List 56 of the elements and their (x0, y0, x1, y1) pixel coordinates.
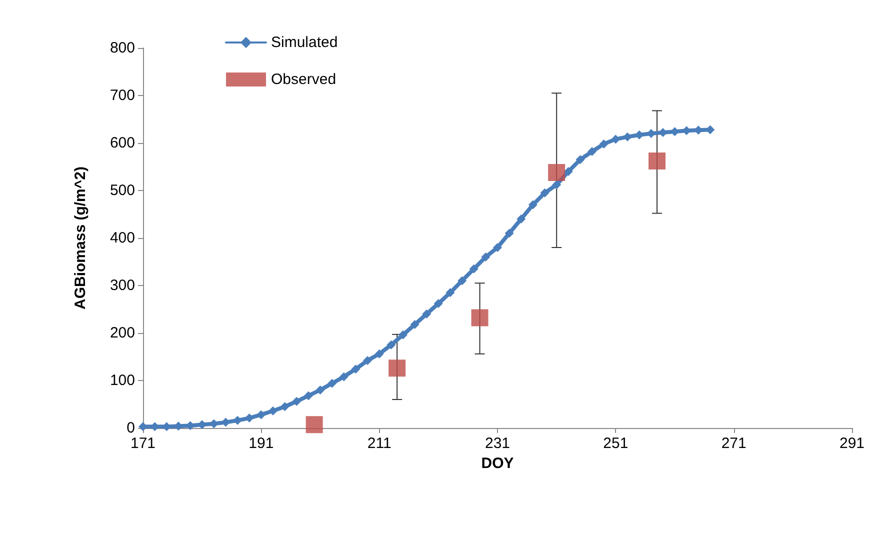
point (528, 200, 538, 210)
point (328, 378, 337, 388)
point (374, 349, 384, 358)
point (304, 391, 313, 400)
point (422, 310, 432, 318)
y-axis-title: AGBiomass (g/m^2) (72, 166, 89, 310)
point (386, 340, 396, 350)
y-tick-label: 400 (110, 230, 135, 246)
x-tick-label: 271 (721, 435, 746, 452)
y-tick-label: 200 (110, 324, 135, 342)
legend-label: Simulated (271, 34, 338, 51)
point (471, 309, 488, 326)
y-tick-label: 800 (110, 40, 135, 56)
point (469, 264, 478, 274)
point (244, 414, 254, 423)
point (588, 147, 597, 156)
y-tick-label: 600 (110, 134, 135, 152)
x-axis-title: DOY (481, 454, 514, 472)
point (434, 299, 443, 308)
point (410, 320, 420, 329)
y-tick-label: 300 (110, 277, 135, 294)
point (446, 288, 455, 298)
point (493, 243, 502, 252)
point (504, 228, 514, 238)
x-tick-label: 231 (484, 435, 510, 452)
point (316, 386, 325, 394)
point (292, 396, 302, 406)
x-tick-label: 211 (367, 435, 392, 452)
point (648, 152, 666, 170)
point (388, 360, 406, 377)
point (552, 180, 562, 190)
point (599, 139, 608, 148)
point (351, 364, 360, 374)
point (363, 356, 372, 366)
point (268, 406, 278, 416)
y-tick-label: 500 (110, 182, 135, 199)
point (256, 410, 266, 420)
point (398, 330, 408, 340)
point (339, 372, 348, 382)
point (280, 402, 290, 412)
x-tick-label: 291 (839, 435, 865, 452)
y-tick-label: 0 (126, 420, 135, 436)
point (576, 155, 585, 164)
x-tick-label: 171 (130, 435, 156, 452)
point (481, 252, 490, 262)
y-tick-label: 700 (110, 87, 135, 104)
point (564, 167, 573, 176)
x-tick-label: 251 (603, 435, 628, 452)
y-tick-label: 100 (110, 372, 135, 389)
point (540, 188, 550, 198)
x-tick-label: 191 (248, 435, 274, 452)
point (458, 276, 467, 286)
point (306, 416, 323, 434)
point (548, 164, 566, 181)
point (516, 214, 526, 224)
legend-label: Observed (271, 71, 336, 88)
